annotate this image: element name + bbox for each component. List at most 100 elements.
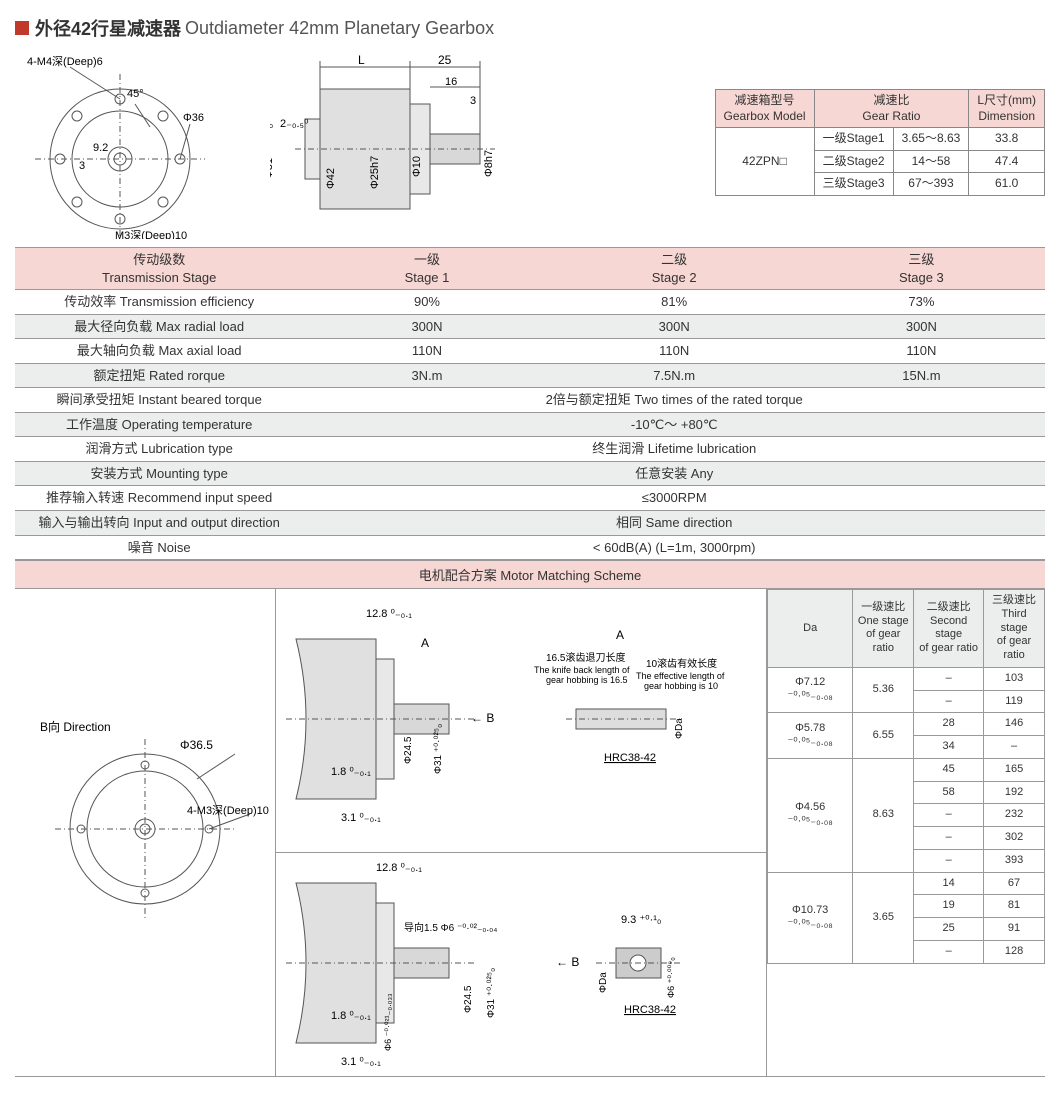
ratio-table: Da 一级速比 One stage of gear ratio 二级速比 Sec… (767, 589, 1045, 964)
spec-th-0: 传动级数Transmission Stage (15, 248, 303, 290)
ratio-cell: – (914, 827, 984, 850)
svg-text:HRC38-42: HRC38-42 (624, 1004, 676, 1016)
spec-value: 110N (551, 339, 798, 364)
mini-stage-0: 一级Stage1 (814, 128, 893, 151)
spec-table: 传动级数Transmission Stage 一级Stage 1 二级Stage… (15, 247, 1045, 560)
ratio-one: 8.63 (853, 758, 914, 872)
ratio-cell: 119 (984, 690, 1045, 713)
fv-label-0: 4-M4深(Deep)6 (27, 55, 103, 68)
spec-label: 推荐输入转速 Recommend input speed (15, 486, 303, 511)
sv-label-L: L (358, 53, 365, 67)
ratio-cell: 14 (914, 872, 984, 895)
spec-label: 噪音 Noise (15, 535, 303, 560)
ratio-th-2: 二级速比 Second stage of gear ratio (914, 590, 984, 668)
spec-th-1: 一级Stage 1 (303, 248, 550, 290)
sv-label-25: 25 (438, 53, 452, 67)
table-row: 工作温度 Operating temperature-10℃～ +80℃ (15, 412, 1045, 437)
spec-value: 90% (303, 290, 550, 315)
table-row: 最大轴向负载 Max axial load110N110N110N (15, 339, 1045, 364)
svg-text:12.8 ⁰₋₀.₁: 12.8 ⁰₋₀.₁ (366, 608, 412, 620)
ratio-da: Φ7.12 ⁻⁰·⁰⁵₋₀.₀₈ (768, 667, 853, 713)
svg-text:The knife back length of: The knife back length of (534, 665, 630, 675)
svg-text:Φ6 ⁺⁰·⁰⁰⁹₀: Φ6 ⁺⁰·⁰⁰⁹₀ (666, 957, 676, 998)
motor-matching-header: 电机配合方案 Motor Matching Scheme (15, 560, 1045, 589)
fv-label-1: 45° (127, 88, 144, 100)
svg-text:ΦDa: ΦDa (674, 718, 685, 739)
ratio-cell: 192 (984, 781, 1045, 804)
sv-label-d25: Φ25h7 (369, 156, 381, 189)
sv-label-2: 2₋₀.₅⁰ (280, 118, 309, 130)
ratio-cell: 19 (914, 895, 984, 918)
svg-text:A: A (616, 628, 624, 642)
svg-text:A: A (421, 636, 429, 650)
ratio-cell: 232 (984, 804, 1045, 827)
mini-L-2: 61.0 (969, 173, 1045, 196)
svg-text:3.1 ⁰₋₀.₁: 3.1 ⁰₋₀.₁ (341, 1056, 381, 1068)
ratio-cell: – (984, 736, 1045, 759)
mini-L-1: 47.4 (969, 150, 1045, 173)
spec-label: 输入与输出转向 Input and output direction (15, 511, 303, 536)
ratio-cell: 28 (914, 713, 984, 736)
ratio-cell: 81 (984, 895, 1045, 918)
mini-ratio-0: 3.65～8.63 (893, 128, 969, 151)
b-direction-drawing: B向 Direction Φ36.5 4-M3深(Deep)10 (15, 589, 276, 1076)
mini-stage-1: 二级Stage2 (814, 150, 893, 173)
sv-label-3: 3 (470, 95, 476, 107)
mini-ratio-1: 14～58 (893, 150, 969, 173)
svg-text:gear hobbing is 10: gear hobbing is 10 (644, 681, 718, 691)
ratio-cell: 34 (914, 736, 984, 759)
spec-value: < 60dB(A) (L=1m, 3000rpm) (303, 535, 1045, 560)
ratio-one: 3.65 (853, 872, 914, 963)
ratio-th-3: 三级速比 Third stage of gear ratio (984, 590, 1045, 668)
spec-value: 300N (551, 314, 798, 339)
spec-value: 7.5N.m (551, 363, 798, 388)
motor-diagram-1: 12.8 ⁰₋₀.₁ A ← B 1.8 ⁰₋₀.₁ 3.1 ⁰₋₀.₁ Φ24… (276, 589, 766, 853)
table-row: Φ7.12 ⁻⁰·⁰⁵₋₀.₀₈5.36–103 (768, 667, 1045, 690)
motor-diagrams: 12.8 ⁰₋₀.₁ A ← B 1.8 ⁰₋₀.₁ 3.1 ⁰₋₀.₁ Φ24… (276, 589, 767, 1076)
b-hole-label: 4-M3深(Deep)10 (187, 804, 269, 817)
table-row: 额定扭矩 Rated rorque3N.m7.5N.m15N.m (15, 363, 1045, 388)
spec-value: 2倍与额定扭矩 Two times of the rated torque (303, 388, 1045, 413)
svg-text:ΦDa: ΦDa (598, 972, 609, 993)
ratio-da: Φ5.78 ⁻⁰·⁰⁵₋₀.₀₈ (768, 713, 853, 759)
svg-text:The effective length of: The effective length of (636, 671, 725, 681)
fv-label-3: 9.2 (93, 142, 108, 154)
svg-text:Φ31 ⁺⁰·⁰²⁵₀: Φ31 ⁺⁰·⁰²⁵₀ (433, 724, 444, 774)
table-row: 推荐输入转速 Recommend input speed≤3000RPM (15, 486, 1045, 511)
mini-th-ratio: 减速比Gear Ratio (814, 90, 969, 128)
ratio-table-wrapper: Da 一级速比 One stage of gear ratio 二级速比 Sec… (767, 589, 1045, 1076)
spec-label: 传动效率 Transmission efficiency (15, 290, 303, 315)
spec-value: 任意安装 Any (303, 461, 1045, 486)
svg-text:HRC38-42: HRC38-42 (604, 752, 656, 764)
spec-th-3: 三级Stage 3 (798, 248, 1045, 290)
mini-model-cell: 42ZPN□ (715, 128, 814, 196)
svg-text:Φ24.5: Φ24.5 (463, 985, 474, 1013)
spec-value: -10℃～ +80℃ (303, 412, 1045, 437)
ratio-cell: 103 (984, 667, 1045, 690)
ratio-cell: 302 (984, 827, 1045, 850)
ratio-da: Φ10.73 ⁻⁰·⁰⁵₋₀.₀₈ (768, 872, 853, 963)
mini-L-0: 33.8 (969, 128, 1045, 151)
spec-value: 110N (303, 339, 550, 364)
page-title: 外径42行星减速器 Outdiameter 42mm Planetary Gea… (15, 15, 1045, 41)
sv-label-16: 16 (445, 76, 457, 88)
svg-text:1.8 ⁰₋₀.₁: 1.8 ⁰₋₀.₁ (331, 1010, 371, 1022)
spec-label: 润滑方式 Lubrication type (15, 437, 303, 462)
ratio-cell: 91 (984, 918, 1045, 941)
spec-value: 15N.m (798, 363, 1045, 388)
spec-value: 3N.m (303, 363, 550, 388)
table-row: 瞬间承受扭矩 Instant beared torque2倍与额定扭矩 Two … (15, 388, 1045, 413)
svg-text:3.1 ⁰₋₀.₁: 3.1 ⁰₋₀.₁ (341, 812, 381, 824)
ratio-th-1: 一级速比 One stage of gear ratio (853, 590, 914, 668)
ratio-cell: 146 (984, 713, 1045, 736)
ratio-cell: 67 (984, 872, 1045, 895)
table-row: 噪音 Noise< 60dB(A) (L=1m, 3000rpm) (15, 535, 1045, 560)
table-row: 最大径向负载 Max radial load300N300N300N (15, 314, 1045, 339)
ratio-cell: 128 (984, 940, 1045, 963)
spec-value: 110N (798, 339, 1045, 364)
side-view-drawing: L 25 2₋₀.₅⁰ 16 3 Φ31 ⁺⁰·⁰²⁵₀ Φ42 Φ25h7 Φ… (270, 49, 510, 239)
svg-text:Φ24.5: Φ24.5 (403, 736, 414, 764)
svg-text:Φ31 ⁺⁰·⁰²⁵₀: Φ31 ⁺⁰·⁰²⁵₀ (486, 968, 497, 1018)
title-cn: 外径42行星减速器 (35, 15, 181, 41)
table-row: 润滑方式 Lubrication type终生润滑 Lifetime lubri… (15, 437, 1045, 462)
